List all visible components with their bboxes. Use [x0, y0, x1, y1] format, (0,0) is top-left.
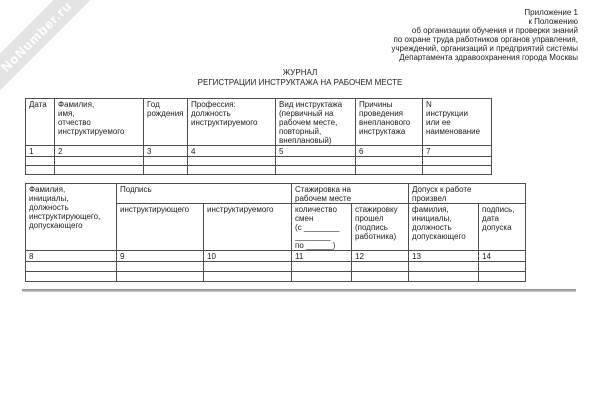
note-line: об организации обучения и проверки знани… — [411, 26, 578, 35]
column-number: 2 — [54, 145, 144, 157]
title-line-1: ЖУРНАЛ — [282, 68, 318, 77]
table1-empty-row — [25, 165, 492, 175]
table2-empty-row — [25, 261, 527, 272]
sub-cell-shifts-count: количество смен (с ________ ________ по … — [291, 203, 353, 251]
empty-cell — [291, 271, 353, 282]
table2-group-row: Фамилия, инициалы, должность инструктиру… — [25, 183, 527, 251]
column-number: 6 — [355, 145, 423, 157]
empty-cell — [408, 261, 480, 272]
instruction-log-table: Дата Фамилия, имя, отчество инструктируе… — [25, 98, 492, 175]
empty-cell — [202, 271, 293, 282]
column-number: 1 — [25, 145, 55, 157]
sub-cell-internship-passed: стажировку прошел (подпись работника) — [351, 203, 410, 251]
header-cell-instruction-type: Вид инструктажа (первичный на рабочем ме… — [275, 98, 356, 146]
column-number: 12 — [351, 250, 410, 262]
header-cell-unscheduled-reason: Причины проведения внепланового инструкт… — [355, 98, 423, 146]
document-title: ЖУРНАЛ РЕГИСТРАЦИИ ИНСТРУКТАЖА НА РАБОЧЕ… — [0, 68, 600, 88]
column-number: 13 — [408, 250, 480, 262]
empty-cell — [25, 261, 117, 272]
empty-cell — [187, 165, 276, 175]
empty-cell — [355, 165, 423, 175]
column-number: 4 — [187, 145, 276, 157]
empty-cell — [25, 156, 55, 166]
header-cell-birth-year: Год рождения — [143, 98, 188, 146]
group-internship: Стажировка на рабочем месте — [291, 183, 410, 204]
column-number: 8 — [25, 250, 117, 262]
note-line: учреждений, организаций и предприятий си… — [391, 44, 578, 53]
empty-cell — [143, 156, 188, 166]
empty-cell — [275, 165, 356, 175]
table1-header-row: Дата Фамилия, имя, отчество инструктируе… — [25, 98, 492, 146]
header-note: Приложение 1 к Положению об организации … — [391, 8, 578, 62]
empty-cell — [116, 271, 204, 282]
title-line-2: РЕГИСТРАЦИИ ИНСТРУКТАЖА НА РАБОЧЕМ МЕСТЕ — [197, 78, 403, 87]
column-number: 9 — [116, 250, 204, 262]
header-cell-instruction-number: N инструкции или ее наименование — [422, 98, 492, 146]
empty-cell — [422, 156, 492, 166]
empty-cell — [355, 156, 423, 166]
column-number: 5 — [275, 145, 356, 157]
empty-cell — [291, 261, 353, 272]
empty-cell — [187, 156, 276, 166]
empty-cell — [351, 261, 410, 272]
separator-line — [22, 289, 576, 292]
table1-numbers-row: 1 2 3 4 5 6 7 — [25, 145, 492, 157]
empty-cell — [422, 165, 492, 175]
table2-empty-row — [25, 271, 527, 282]
sub-cell-permitter-name: фамилия, инициалы, должность допускающег… — [408, 203, 480, 251]
empty-cell — [54, 165, 144, 175]
watermark-text: NoNumber.ru — [0, 0, 75, 75]
column-number: 14 — [478, 250, 527, 262]
sub-cell-instructed-signature: инструктируемого — [202, 203, 293, 251]
empty-cell — [351, 271, 410, 282]
sub-cell-permit-signature-date: подпись, дата допуска — [478, 203, 527, 251]
note-line: Департамента здравоохранения города Моск… — [399, 53, 578, 62]
header-cell-date: Дата — [25, 98, 55, 146]
column-number: 11 — [291, 250, 353, 262]
note-line: Приложение 1 — [524, 8, 578, 17]
note-line: к Положению — [528, 17, 578, 26]
header-cell-instructed-name: Фамилия, имя, отчество инструктируемого — [54, 98, 144, 146]
group-work-permit: Допуск к работе произвел — [408, 183, 527, 204]
empty-cell — [25, 271, 117, 282]
group-signature: Подпись — [115, 183, 293, 204]
empty-cell — [116, 261, 204, 272]
empty-cell — [478, 271, 527, 282]
sub-cell-instructor-signature: инструктирующего — [116, 203, 204, 251]
empty-cell — [25, 165, 55, 175]
column-number: 10 — [202, 250, 293, 262]
column-number: 3 — [143, 145, 188, 157]
empty-cell — [143, 165, 188, 175]
header-cell-profession: Профессия: должность инструктируемого — [187, 98, 276, 146]
empty-cell — [202, 261, 293, 272]
header-cell-instructor-name: Фамилия, инициалы, должность инструктиру… — [25, 183, 117, 251]
signatures-permit-table: Фамилия, инициалы, должность инструктиру… — [25, 183, 527, 282]
empty-cell — [408, 271, 480, 282]
empty-cell — [275, 156, 356, 166]
table2-numbers-row: 8 9 10 11 12 13 14 — [25, 250, 527, 262]
empty-cell — [478, 261, 527, 272]
column-number: 7 — [422, 145, 492, 157]
note-line: по охране труда работников органов управ… — [393, 35, 578, 44]
empty-cell — [54, 156, 144, 166]
table2-subheader-row: инструктирующего инструктируемого количе… — [26, 203, 527, 251]
table1-empty-row — [25, 156, 492, 166]
